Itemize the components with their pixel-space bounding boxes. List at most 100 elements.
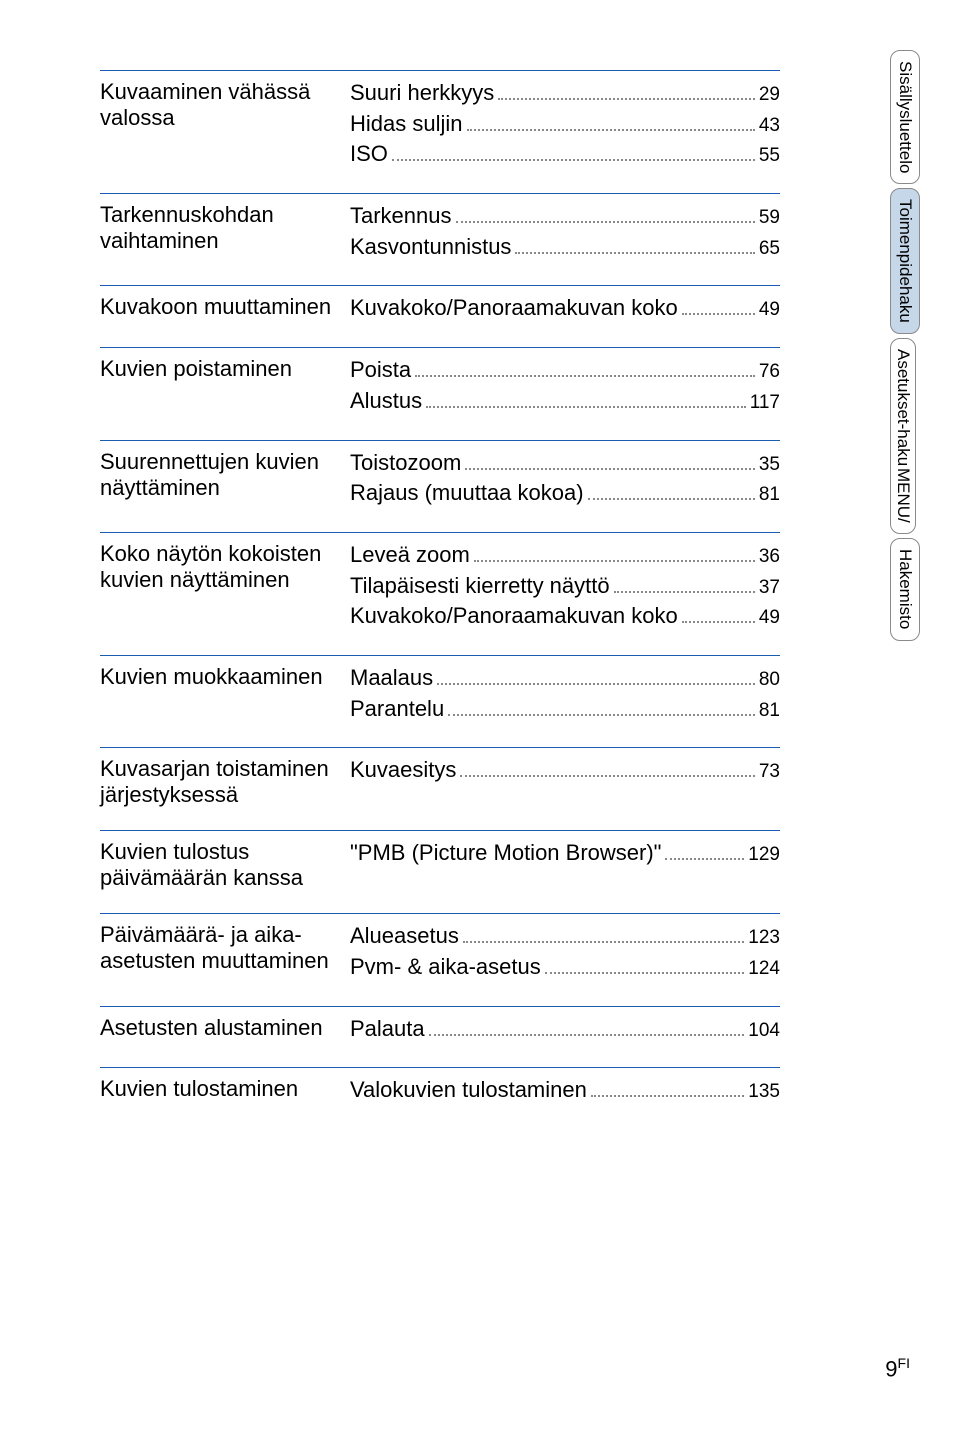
entry-label: ISO	[350, 140, 388, 169]
section-items: Alueasetus123 Pvm- & aika-asetus 124	[350, 913, 780, 983]
entry-page: 76	[759, 360, 780, 385]
section-items: Kuvaesitys73	[350, 747, 780, 808]
toc-entry[interactable]: "PMB (Picture Motion Browser)"129	[350, 839, 780, 868]
toc-entry[interactable]: Maalaus 80	[350, 664, 780, 693]
entry-label: Kuvaesitys	[350, 756, 456, 785]
toc-section: Kuvien tulostus päivämäärän kanssa "PMB …	[100, 830, 780, 897]
section-title: Koko näytön kokoisten kuvien näyttäminen	[100, 532, 350, 633]
leader-dots	[456, 221, 755, 223]
toc-entry[interactable]: Parantelu 81	[350, 695, 780, 724]
entry-label: Valokuvien tulostaminen	[350, 1076, 587, 1105]
toc-section: Kuvasarjan toistaminen järjestyksessä Ku…	[100, 747, 780, 814]
leader-dots	[614, 591, 755, 593]
section-title: Suurennettujen kuvien näyttäminen	[100, 440, 350, 510]
entry-page: 65	[759, 237, 780, 262]
toc-section: Kuvien poistaminen Poista76 Alustus117	[100, 347, 780, 423]
entry-page: 81	[759, 699, 780, 724]
entry-page: 49	[759, 298, 780, 323]
toc-entry[interactable]: Toistozoom35	[350, 449, 780, 478]
toc-section: Kuvien muokkaaminen Maalaus80 Parantelu8…	[100, 655, 780, 731]
tab-label-a: MENU/	[893, 468, 913, 523]
leader-dots	[426, 406, 746, 408]
tab-hakemisto[interactable]: Hakemisto	[890, 538, 920, 640]
page-number-suffix: FI	[898, 1355, 910, 1371]
section-items: Poista 76 Alustus 117	[350, 347, 780, 417]
toc-entry[interactable]: Hidas suljin 43	[350, 110, 780, 139]
toc-entry[interactable]: Kuvaesitys73	[350, 756, 780, 785]
section-items: Valokuvien tulostaminen 135	[350, 1067, 780, 1107]
entry-page: 59	[759, 206, 780, 231]
leader-dots	[515, 252, 754, 254]
toc-section: Päivämäärä- ja aika-asetusten muuttamine…	[100, 913, 780, 989]
toc-entry[interactable]: Alueasetus123	[350, 922, 780, 951]
toc-entry[interactable]: Kasvontunnistus65	[350, 233, 780, 262]
entry-label: Poista	[350, 356, 411, 385]
section-title: Kuvien tulostus päivämäärän kanssa	[100, 830, 350, 891]
section-items: Toistozoom35 Rajaus (muuttaa kokoa)81	[350, 440, 780, 510]
section-title: Tarkennuskohdan vaihtaminen	[100, 193, 350, 263]
toc-entry[interactable]: Pvm- & aika-asetus 124	[350, 953, 780, 982]
entry-page: 80	[759, 668, 780, 693]
entry-label: Maalaus	[350, 664, 433, 693]
leader-dots	[392, 159, 755, 161]
toc-section: Asetusten alustaminen Palauta104	[100, 1006, 780, 1052]
tab-label-b: Asetukset-haku	[893, 349, 913, 466]
toc-entry[interactable]: Tarkennus 59	[350, 202, 780, 231]
leader-dots	[465, 468, 755, 470]
leader-dots	[448, 714, 755, 716]
toc-entry[interactable]: ISO 55	[350, 140, 780, 169]
page-number-value: 9	[885, 1356, 897, 1381]
entry-page: 37	[759, 576, 780, 601]
section-items: "PMB (Picture Motion Browser)"129	[350, 830, 780, 891]
toc-entry[interactable]: Valokuvien tulostaminen 135	[350, 1076, 780, 1105]
sidebar-tabs: Sisällysluettelo Toimenpidehaku Asetukse…	[890, 50, 920, 645]
leader-dots	[463, 941, 744, 943]
leader-dots	[682, 621, 755, 623]
entry-page: 124	[748, 957, 780, 982]
section-title: Kuvien tulostaminen	[100, 1067, 350, 1107]
leader-dots	[498, 98, 755, 100]
tab-toimenpidehaku[interactable]: Toimenpidehaku	[890, 188, 920, 334]
entry-page: 43	[759, 114, 780, 139]
toc-entry[interactable]: Poista 76	[350, 356, 780, 385]
entry-page: 36	[759, 545, 780, 570]
toc-entry[interactable]: Kuvakoko/Panoraamakuvan koko 49	[350, 294, 780, 323]
leader-dots	[415, 375, 755, 377]
entry-label: Alustus	[350, 387, 422, 416]
entry-label: Parantelu	[350, 695, 444, 724]
leader-dots	[460, 775, 754, 777]
section-title: Kuvasarjan toistaminen järjestyksessä	[100, 747, 350, 808]
section-title: Asetusten alustaminen	[100, 1006, 350, 1046]
leader-dots	[437, 683, 755, 685]
entry-label: Pvm- & aika-asetus	[350, 953, 541, 982]
toc-section: Koko näytön kokoisten kuvien näyttäminen…	[100, 532, 780, 639]
page-number: 9FI	[885, 1355, 910, 1382]
leader-dots	[545, 972, 745, 974]
section-title: Kuvakoon muuttaminen	[100, 285, 350, 325]
toc-entry[interactable]: Suuri herkkyys29	[350, 79, 780, 108]
tab-sisallysluettelo[interactable]: Sisällysluettelo	[890, 50, 920, 184]
entry-page: 55	[759, 144, 780, 169]
toc-section: Kuvaaminen vähässä valossa Suuri herkkyy…	[100, 70, 780, 177]
entry-label: Tarkennus	[350, 202, 452, 231]
tab-menu-asetukset[interactable]: Asetukset-haku MENU/	[890, 338, 916, 534]
entry-label: Hidas suljin	[350, 110, 463, 139]
toc-section: Suurennettujen kuvien näyttäminen Toisto…	[100, 440, 780, 516]
section-items: Maalaus 80 Parantelu 81	[350, 655, 780, 725]
entry-page: 117	[750, 391, 780, 416]
leader-dots	[467, 129, 755, 131]
entry-label: Palauta	[350, 1015, 425, 1044]
toc-entry[interactable]: Palauta104	[350, 1015, 780, 1044]
entry-label: Kuvakoko/Panoraamakuvan koko	[350, 294, 678, 323]
toc-entry[interactable]: Leveä zoom36	[350, 541, 780, 570]
leader-dots	[474, 560, 755, 562]
entry-label: Toistozoom	[350, 449, 461, 478]
toc-entry[interactable]: Alustus 117	[350, 387, 780, 416]
leader-dots	[682, 313, 755, 315]
toc-entry[interactable]: Rajaus (muuttaa kokoa)81	[350, 479, 780, 508]
entry-page: 135	[748, 1080, 780, 1105]
toc-entry[interactable]: Tilapäisesti kierretty näyttö37	[350, 572, 780, 601]
toc-entry[interactable]: Kuvakoko/Panoraamakuvan koko49	[350, 602, 780, 631]
section-items: Leveä zoom36 Tilapäisesti kierretty näyt…	[350, 532, 780, 633]
entry-page: 81	[759, 483, 780, 508]
